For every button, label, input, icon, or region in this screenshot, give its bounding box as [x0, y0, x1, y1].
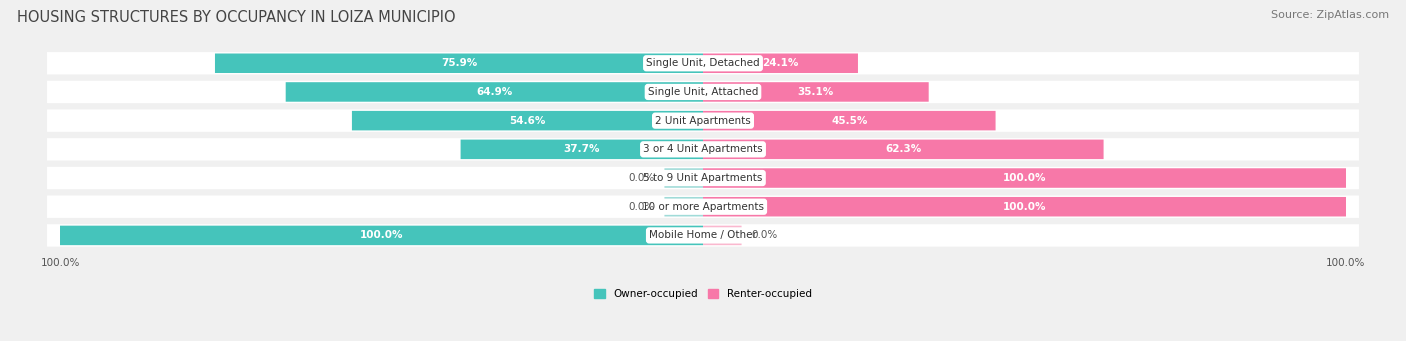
FancyBboxPatch shape: [461, 139, 703, 159]
Text: 0.0%: 0.0%: [628, 173, 655, 183]
Text: 0.0%: 0.0%: [628, 202, 655, 212]
FancyBboxPatch shape: [46, 81, 1360, 103]
Text: 100.0%: 100.0%: [1002, 202, 1046, 212]
Text: 75.9%: 75.9%: [441, 58, 477, 68]
FancyBboxPatch shape: [665, 197, 703, 217]
Text: Source: ZipAtlas.com: Source: ZipAtlas.com: [1271, 10, 1389, 20]
Text: Mobile Home / Other: Mobile Home / Other: [650, 231, 756, 240]
FancyBboxPatch shape: [665, 168, 703, 188]
FancyBboxPatch shape: [703, 197, 1346, 217]
FancyBboxPatch shape: [46, 224, 1360, 247]
Text: Single Unit, Attached: Single Unit, Attached: [648, 87, 758, 97]
Text: 0.0%: 0.0%: [751, 231, 778, 240]
FancyBboxPatch shape: [46, 52, 1360, 74]
Text: 3 or 4 Unit Apartments: 3 or 4 Unit Apartments: [643, 144, 763, 154]
Text: HOUSING STRUCTURES BY OCCUPANCY IN LOIZA MUNICIPIO: HOUSING STRUCTURES BY OCCUPANCY IN LOIZA…: [17, 10, 456, 25]
Text: 100.0%: 100.0%: [1002, 173, 1046, 183]
FancyBboxPatch shape: [46, 138, 1360, 161]
Text: 45.5%: 45.5%: [831, 116, 868, 125]
FancyBboxPatch shape: [285, 82, 703, 102]
Text: 64.9%: 64.9%: [477, 87, 512, 97]
Text: 37.7%: 37.7%: [564, 144, 600, 154]
FancyBboxPatch shape: [215, 54, 703, 73]
FancyBboxPatch shape: [703, 168, 1346, 188]
FancyBboxPatch shape: [703, 111, 995, 130]
FancyBboxPatch shape: [46, 167, 1360, 189]
Text: Single Unit, Detached: Single Unit, Detached: [647, 58, 759, 68]
Text: 100.0%: 100.0%: [1326, 258, 1365, 268]
Text: 100.0%: 100.0%: [360, 231, 404, 240]
Text: 54.6%: 54.6%: [509, 116, 546, 125]
FancyBboxPatch shape: [60, 226, 703, 245]
FancyBboxPatch shape: [352, 111, 703, 130]
Text: 2 Unit Apartments: 2 Unit Apartments: [655, 116, 751, 125]
FancyBboxPatch shape: [703, 82, 929, 102]
FancyBboxPatch shape: [703, 139, 1104, 159]
Text: 10 or more Apartments: 10 or more Apartments: [643, 202, 763, 212]
FancyBboxPatch shape: [703, 226, 741, 245]
Text: 5 to 9 Unit Apartments: 5 to 9 Unit Apartments: [644, 173, 762, 183]
Text: 100.0%: 100.0%: [41, 258, 80, 268]
FancyBboxPatch shape: [703, 54, 858, 73]
Text: 35.1%: 35.1%: [797, 87, 834, 97]
Text: 24.1%: 24.1%: [762, 58, 799, 68]
Legend: Owner-occupied, Renter-occupied: Owner-occupied, Renter-occupied: [591, 285, 815, 303]
FancyBboxPatch shape: [46, 195, 1360, 218]
Text: 62.3%: 62.3%: [886, 144, 921, 154]
FancyBboxPatch shape: [46, 109, 1360, 132]
